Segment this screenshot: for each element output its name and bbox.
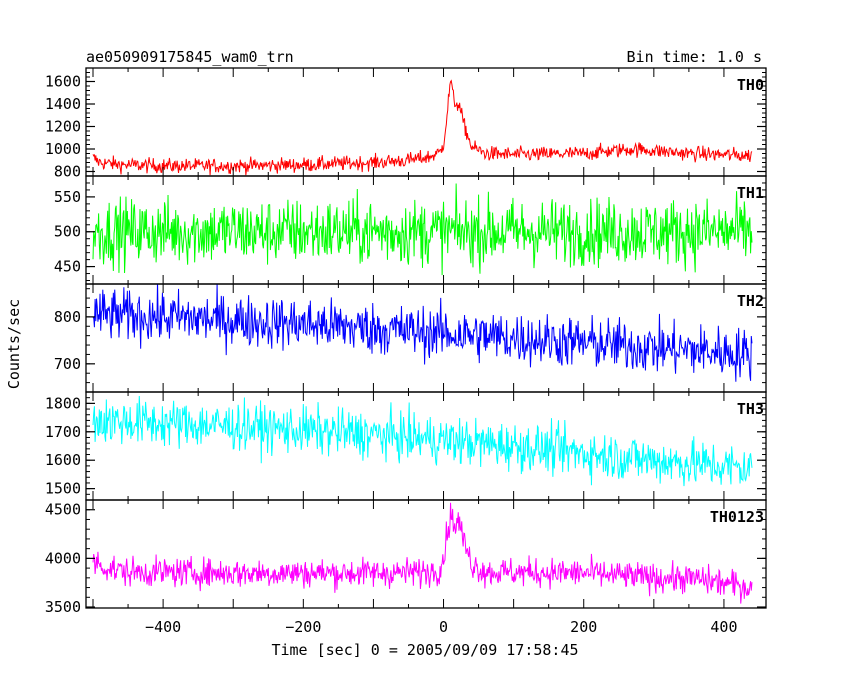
series-line-th1 [92,183,753,276]
y-tick-label: 500 [54,223,81,241]
y-tick-label: 1200 [45,118,81,136]
panel-label: TH0123 [710,508,764,526]
x-tick-label: −400 [145,618,181,636]
y-tick-label: 1600 [45,451,81,469]
y-tick-label: 1700 [45,423,81,441]
y-tick-label: 800 [54,308,81,326]
series-line-th2 [92,284,753,382]
series-line-th0123 [92,502,753,604]
panel-label: TH3 [737,400,764,418]
series-line-th0 [92,79,753,176]
y-tick-label: 4500 [45,501,81,519]
panels-group: 800 1000 1200 1400 1600 TH0 450 500 550 TH1 700 800… [45,67,767,616]
x-tick-label: 0 [439,618,448,636]
y-tick-label: 3500 [45,598,81,616]
y-tick-label: 1500 [45,480,81,498]
chart-title-left: ae050909175845_wam0_trn [86,48,294,66]
panel-frame [85,391,767,501]
x-axis-label: Time [sec] 0 = 2005/09/09 17:58:45 [271,641,578,659]
y-tick-label: 1800 [45,394,81,412]
x-tick-label: 400 [710,618,737,636]
panel-frame [85,499,767,609]
panel-th0: 800 1000 1200 1400 1600 TH0 [45,67,767,181]
y-tick-label: 1000 [45,140,81,158]
y-tick-label: 4000 [45,549,81,567]
x-tick-label: 200 [570,618,597,636]
y-axis-label: Counts/sec [5,299,23,389]
panel-label: TH2 [737,292,764,310]
series-line-th3 [92,396,753,487]
y-tick-label: 800 [54,163,81,181]
panel-label: TH1 [737,184,764,202]
panel-th2: 700 800 TH2 [54,283,767,393]
y-tick-label: 550 [54,188,81,206]
y-tick-label: 1600 [45,73,81,91]
y-tick-label: 700 [54,355,81,373]
panel-label: TH0 [737,76,764,94]
panel-th3: 1500 1600 1700 1800 TH3 [45,391,767,501]
x-tick-label: −200 [285,618,321,636]
chart-title-right: Bin time: 1.0 s [627,48,762,66]
panel-th0123: 3500 4000 4500 TH0123 [45,499,767,616]
y-tick-label: 1400 [45,95,81,113]
panel-th1: 450 500 550 TH1 [54,175,767,285]
y-tick-label: 450 [54,258,81,276]
x-axis: −400 −200 0 200 400 [145,618,737,636]
